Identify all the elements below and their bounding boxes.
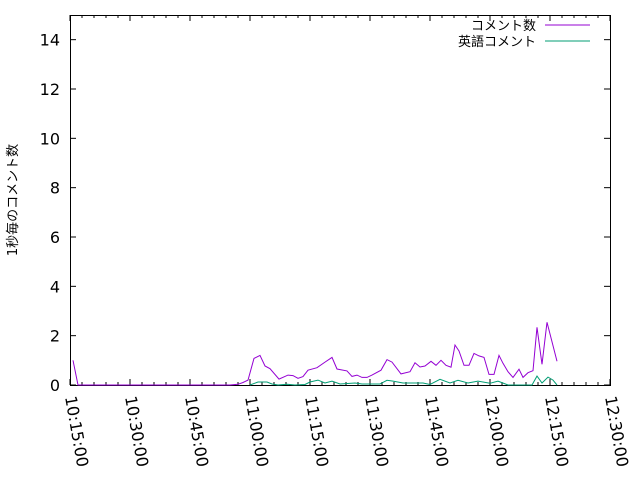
x-tick-label: 12:15:00 — [541, 394, 572, 468]
y-tick-label: 2 — [50, 327, 60, 346]
series-line-1 — [249, 375, 558, 386]
x-tick-label: 12:00:00 — [481, 394, 512, 468]
y-tick-label: 0 — [50, 376, 60, 395]
x-tick-label: 10:45:00 — [181, 394, 212, 468]
y-axis-label: 1秒毎のコメント数 — [5, 144, 21, 256]
x-tick-label: 11:45:00 — [421, 394, 452, 468]
y-tick-label: 6 — [50, 228, 60, 247]
x-tick-label: 10:15:00 — [61, 394, 92, 468]
legend-label: コメント数 — [471, 19, 536, 34]
y-tick-label: 14 — [40, 31, 60, 50]
x-tick-label: 12:30:00 — [601, 394, 632, 468]
x-tick-label: 11:15:00 — [301, 394, 332, 468]
series-lines — [72, 322, 558, 386]
x-axis: 10:15:00 10:30:00 10:45:00 11:00:00 11:15:00… — [61, 15, 632, 468]
x-tick-label: 11:00:00 — [241, 394, 272, 468]
y-axis: 0 2 4 6 8 10 12 14 — [40, 31, 610, 395]
series-line-0 — [72, 322, 558, 386]
x-tick-label: 11:30:00 — [361, 394, 392, 468]
x-tick-label: 10:30:00 — [121, 394, 152, 468]
legend-label: 英語コメント — [458, 34, 536, 50]
y-tick-label: 12 — [40, 80, 60, 99]
plot-frame — [70, 15, 611, 386]
y-tick-label: 8 — [50, 179, 60, 198]
y-tick-label: 10 — [40, 129, 60, 148]
y-tick-label: 4 — [50, 277, 60, 296]
